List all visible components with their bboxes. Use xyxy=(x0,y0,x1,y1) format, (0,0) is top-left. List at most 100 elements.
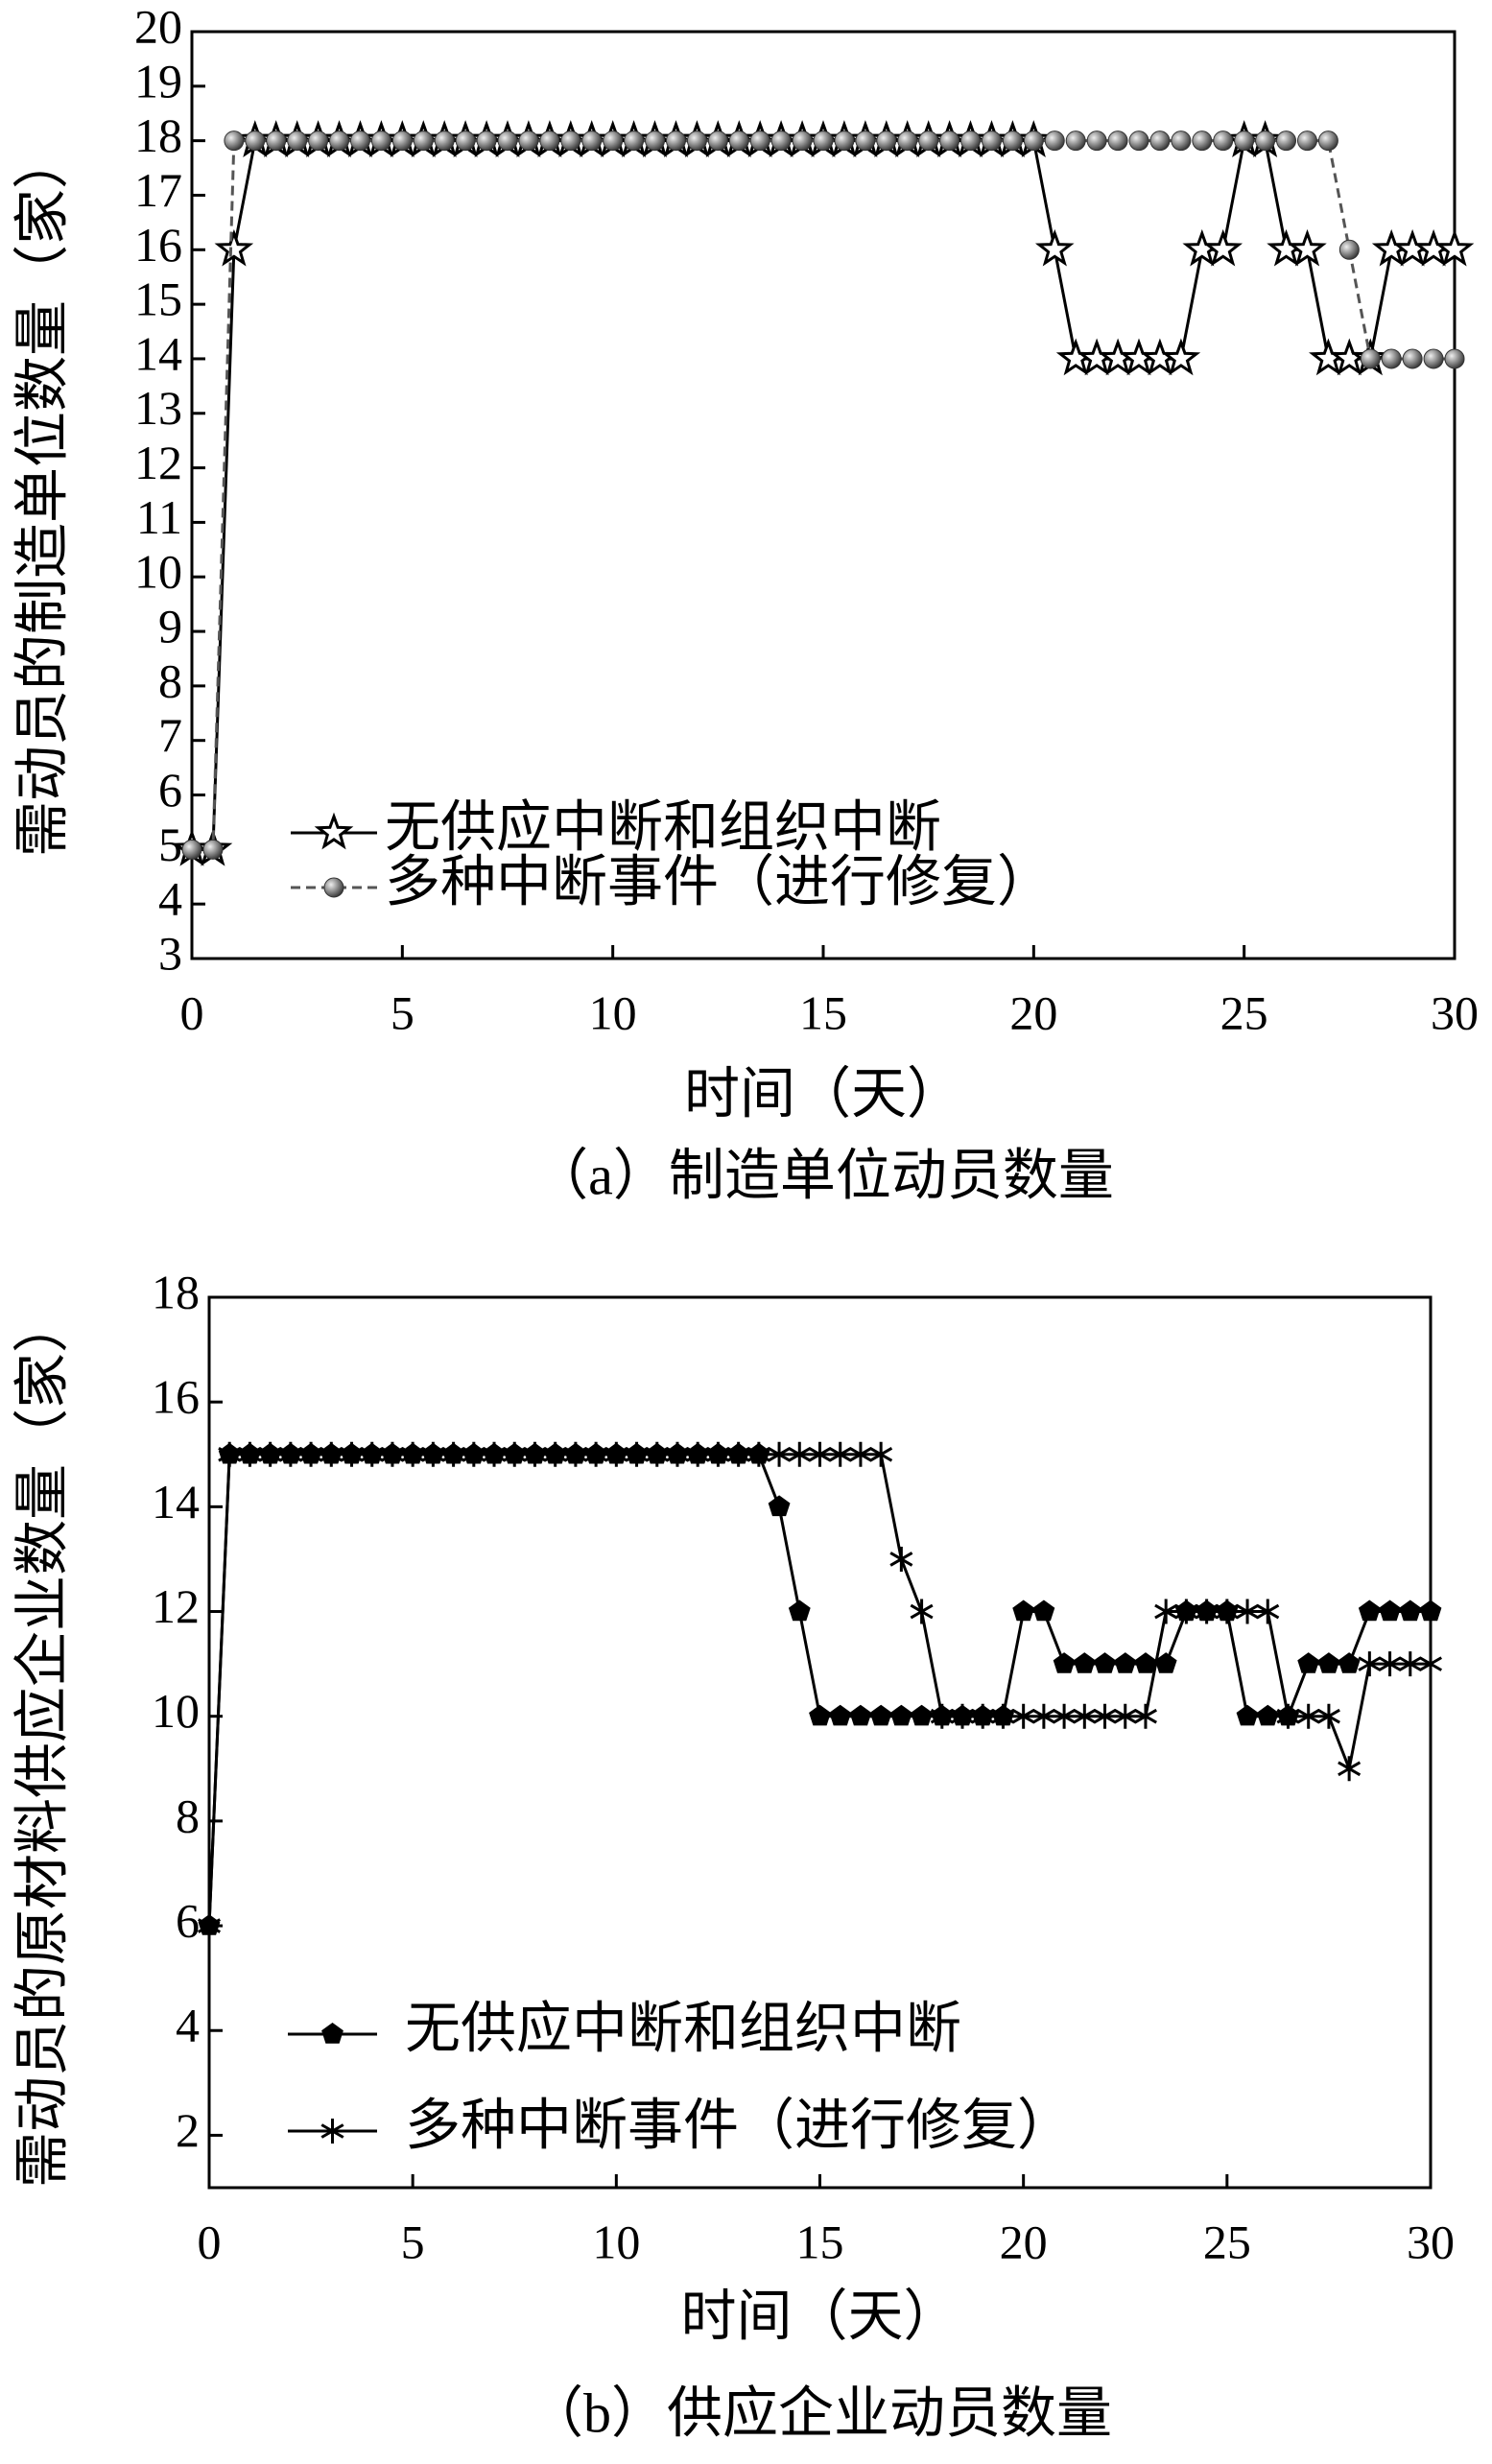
y-tick-label: 2 xyxy=(176,2103,200,2157)
asterisk-marker xyxy=(848,1441,872,1467)
sphere-marker xyxy=(707,130,728,152)
asterisk-marker xyxy=(1113,1703,1137,1729)
sphere-marker xyxy=(518,130,539,152)
y-tick-label: 4 xyxy=(176,1999,200,2052)
sphere-marker xyxy=(224,130,245,152)
asterisk-marker xyxy=(1316,1703,1340,1729)
sphere-marker xyxy=(413,130,434,152)
x-tick-label: 10 xyxy=(592,2215,640,2268)
pentagon-marker xyxy=(1154,1652,1177,1673)
asterisk-marker xyxy=(218,1441,242,1467)
series-line xyxy=(192,139,1455,851)
asterisk-marker xyxy=(1031,1703,1055,1729)
sphere-marker xyxy=(560,130,581,152)
sphere-marker xyxy=(1255,130,1276,152)
y-tick-label: 17 xyxy=(134,163,182,217)
sphere-marker xyxy=(1107,130,1128,152)
asterisk-marker xyxy=(238,1441,262,1467)
pentagon-marker xyxy=(1317,1652,1340,1673)
sphere-marker xyxy=(960,130,982,152)
sphere-marker xyxy=(855,130,876,152)
y-tick-label: 12 xyxy=(152,1579,200,1633)
legend-label: 无供应中断和组织中断 xyxy=(385,795,941,858)
pentagon-marker xyxy=(849,1704,872,1726)
asterisk-marker xyxy=(889,1546,913,1572)
pentagon-marker xyxy=(1134,1652,1157,1673)
x-axis-label: 时间（天） xyxy=(684,1062,962,1125)
sphere-marker xyxy=(245,130,266,152)
x-tick-label: 5 xyxy=(391,985,414,1039)
pentagon-marker xyxy=(1012,1599,1035,1622)
star-marker xyxy=(1434,228,1475,267)
sphere-marker xyxy=(434,130,455,152)
legend-marker xyxy=(320,2119,344,2144)
sphere-marker xyxy=(1234,130,1255,152)
sphere-marker xyxy=(813,130,834,152)
y-tick-label: 16 xyxy=(152,1370,200,1424)
sphere-marker xyxy=(1023,130,1044,152)
y-tick-label: 15 xyxy=(134,272,182,326)
caption: （b）供应企业动员数量 xyxy=(528,2381,1112,2444)
y-tick-label: 18 xyxy=(134,108,182,162)
asterisk-marker xyxy=(930,1703,954,1729)
sphere-marker xyxy=(1381,348,1402,369)
asterisk-marker xyxy=(278,1441,302,1467)
asterisk-marker xyxy=(1256,1599,1280,1624)
asterisk-marker xyxy=(360,1441,384,1467)
sphere-marker xyxy=(1360,348,1381,369)
x-tick-label: 15 xyxy=(796,2215,844,2268)
asterisk-marker xyxy=(1296,1703,1320,1729)
asterisk-marker xyxy=(1398,1651,1422,1677)
asterisk-marker xyxy=(869,1441,893,1467)
asterisk-marker xyxy=(401,1441,425,1467)
asterisk-marker xyxy=(706,1441,730,1467)
legend-symbol xyxy=(314,812,354,850)
asterisk-marker xyxy=(991,1703,1015,1729)
sphere-marker xyxy=(1338,239,1360,260)
sphere-marker xyxy=(645,130,666,152)
sphere-marker xyxy=(1192,130,1213,152)
sphere-marker xyxy=(1171,130,1192,152)
asterisk-marker xyxy=(665,1441,689,1467)
x-tick-label: 0 xyxy=(198,2215,222,2268)
asterisk-marker xyxy=(483,1441,507,1467)
asterisk-marker xyxy=(1215,1599,1239,1624)
star-marker xyxy=(1161,338,1201,376)
pentagon-marker xyxy=(809,1704,831,1726)
asterisk-marker xyxy=(1093,1703,1117,1729)
pentagon-marker xyxy=(1338,1652,1361,1673)
y-tick-label: 14 xyxy=(134,326,182,380)
y-tick-label: 4 xyxy=(158,872,182,926)
asterisk-marker xyxy=(625,1441,649,1467)
x-tick-label: 20 xyxy=(1009,985,1057,1039)
legend-label: 多种中断事件（进行修复） xyxy=(405,2094,1073,2156)
asterisk-marker xyxy=(686,1441,710,1467)
sphere-marker xyxy=(391,130,413,152)
sphere-marker xyxy=(497,130,518,152)
pentagon-marker xyxy=(890,1704,912,1726)
sphere-marker xyxy=(1317,130,1338,152)
pentagon-marker xyxy=(1032,1599,1055,1622)
x-tick-label: 10 xyxy=(589,985,637,1039)
x-tick-label: 0 xyxy=(180,985,204,1039)
x-tick-label: 20 xyxy=(1000,2215,1048,2268)
y-axis-label: 需动员的制造单位数量（家） xyxy=(11,133,73,857)
y-tick-label: 7 xyxy=(158,708,182,762)
asterisk-marker xyxy=(421,1441,445,1467)
y-tick-label: 10 xyxy=(152,1684,200,1738)
star-marker xyxy=(1203,228,1243,267)
series-line xyxy=(207,1453,1431,1927)
pentagon-marker xyxy=(1094,1652,1116,1673)
legend-symbol xyxy=(321,2023,343,2044)
legend-marker xyxy=(323,877,344,898)
x-axis-label: 时间（天） xyxy=(680,2285,959,2347)
legend-label: 多种中断事件（进行修复） xyxy=(385,850,1053,912)
sphere-marker xyxy=(834,130,855,152)
sphere-marker xyxy=(370,130,391,152)
asterisk-marker xyxy=(1358,1651,1382,1677)
asterisk-marker xyxy=(523,1441,547,1467)
sphere-marker xyxy=(918,130,939,152)
sphere-marker xyxy=(665,130,686,152)
asterisk-marker xyxy=(645,1441,669,1467)
sphere-marker xyxy=(455,130,476,152)
